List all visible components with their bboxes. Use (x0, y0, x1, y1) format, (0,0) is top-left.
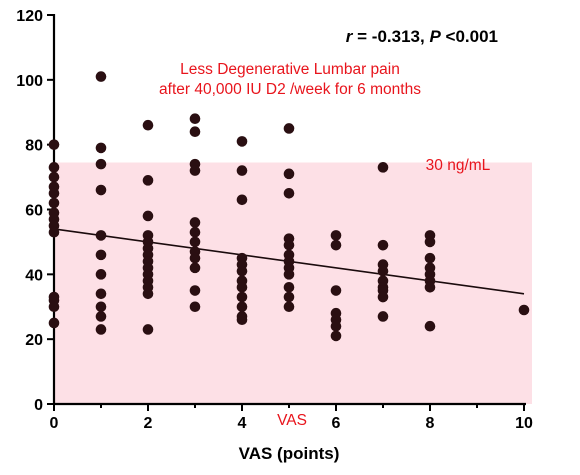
x-tick-label: 2 (144, 415, 153, 432)
data-point (377, 291, 389, 303)
data-point (236, 165, 248, 176)
data-point (236, 301, 248, 313)
data-point (236, 265, 248, 277)
data-point (142, 119, 154, 131)
data-point (95, 184, 107, 196)
x-tick-label: 6 (332, 415, 341, 432)
data-point (189, 236, 201, 248)
p-symbol: P (429, 27, 441, 46)
data-point (48, 226, 60, 238)
data-point (95, 269, 107, 280)
data-point (189, 301, 201, 313)
data-point (283, 187, 295, 199)
data-point (95, 158, 107, 170)
data-point (424, 252, 436, 264)
x-tick-label: 10 (515, 415, 533, 432)
data-point (330, 320, 342, 332)
data-point (95, 288, 107, 300)
data-point (518, 304, 530, 316)
y-tick-label: 60 (25, 203, 43, 220)
points-group (48, 71, 530, 342)
p-value: <0.001 (441, 27, 498, 46)
data-point (424, 236, 436, 248)
data-point (142, 288, 154, 300)
data-point (424, 282, 436, 293)
y-tick-label: 20 (25, 332, 43, 349)
data-point (189, 126, 201, 137)
data-point (48, 317, 60, 329)
data-point (48, 162, 60, 173)
correlation-stat: r = -0.313, P <0.001 (346, 27, 498, 46)
data-point (48, 301, 60, 313)
data-point (189, 262, 201, 274)
data-point (283, 269, 295, 280)
data-point (95, 249, 107, 261)
x-tick-label: 8 (426, 415, 435, 432)
data-point (95, 301, 107, 313)
data-point (236, 282, 248, 293)
y-tick-label: 40 (25, 267, 43, 284)
r-symbol: r (346, 27, 354, 46)
data-point (48, 187, 60, 199)
data-point (377, 311, 389, 322)
y-tick-label: 100 (16, 73, 43, 90)
data-point (189, 285, 201, 296)
annotation-line-2: after 40,000 IU D2 /week for 6 months (159, 81, 421, 98)
y-tick-label: 120 (16, 8, 43, 25)
x-tick-label: 4 (238, 415, 247, 432)
data-point (283, 123, 295, 134)
data-point (142, 175, 154, 186)
data-point (330, 285, 342, 296)
data-point (142, 324, 154, 335)
data-point (330, 330, 342, 342)
data-point (48, 171, 60, 183)
data-point (189, 217, 201, 228)
data-point (48, 197, 60, 209)
data-point (189, 252, 201, 264)
data-point (330, 239, 342, 251)
data-point (236, 291, 248, 303)
data-point (283, 282, 295, 293)
data-point (95, 230, 107, 241)
data-point (189, 165, 201, 176)
data-point (95, 311, 107, 322)
data-point (95, 71, 107, 82)
data-point (48, 139, 60, 150)
x-axis-title: VAS (points) (239, 444, 340, 463)
reference-band (54, 162, 532, 404)
y-tick-label: 0 (34, 397, 43, 414)
data-point (236, 314, 248, 326)
y-tick-label: 80 (25, 138, 43, 155)
data-point (330, 230, 342, 241)
band-label: 30 ng/mL (426, 157, 491, 174)
data-point (377, 162, 389, 173)
data-point (189, 226, 201, 238)
x-tick-label: 0 (50, 415, 59, 432)
data-point (95, 142, 107, 154)
data-point (189, 113, 201, 125)
data-point (377, 265, 389, 277)
data-point (95, 324, 107, 335)
data-point (377, 239, 389, 251)
data-point (236, 136, 248, 147)
axes-group: 0 20 40 60 80 100 120 0 2 4 6 8 10 (16, 8, 533, 432)
data-point (424, 320, 436, 332)
data-point (283, 168, 295, 180)
inner-vas-label: VAS (277, 412, 307, 429)
annotation-line-1: Less Degenerative Lumbar pain (180, 61, 400, 78)
data-point (283, 301, 295, 313)
reference-band-group (54, 162, 532, 404)
data-point (142, 210, 154, 222)
data-point (283, 291, 295, 303)
r-value: = -0.313, (352, 27, 429, 46)
data-point (283, 239, 295, 251)
data-point (236, 194, 248, 206)
